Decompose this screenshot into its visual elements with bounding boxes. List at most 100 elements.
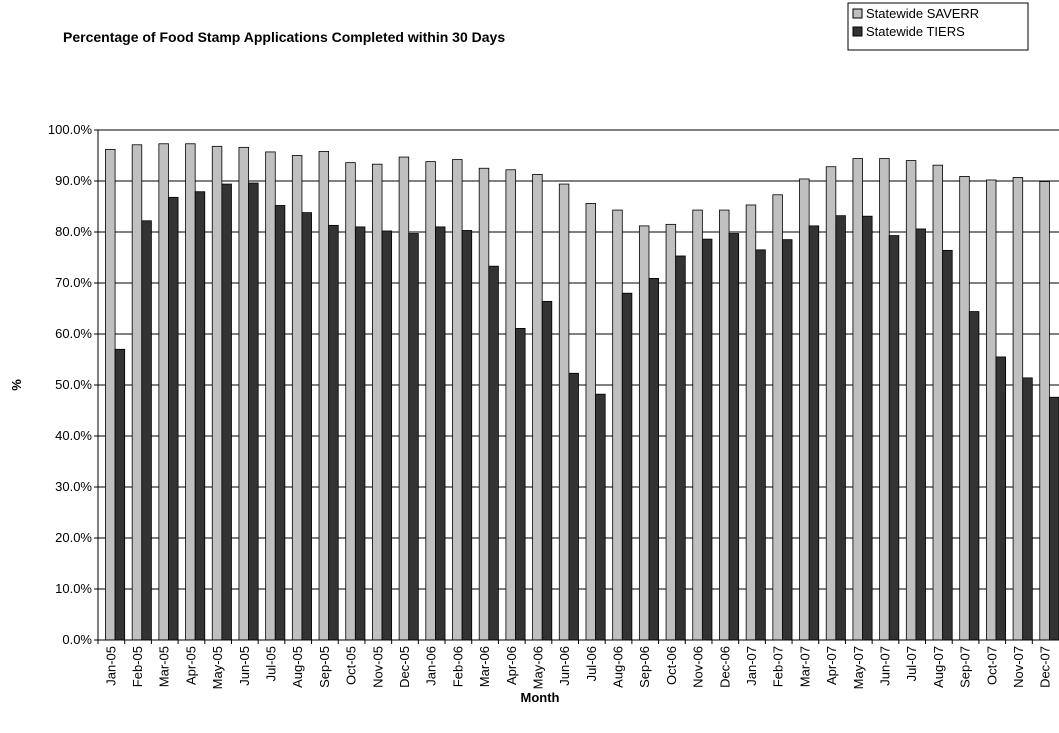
bar [612,209,623,641]
bar [959,176,970,641]
bar [782,239,793,641]
x-tick-label: Jun-07 [877,646,892,686]
legend-swatch [852,8,863,19]
bar [825,166,837,641]
bar [274,205,286,641]
bar [835,215,846,641]
x-tick-label: Mar-06 [477,646,492,687]
bar [185,143,196,641]
bar [675,255,686,641]
bar [888,235,900,641]
y-tick-label: 40.0% [55,428,92,443]
bar [435,226,446,641]
x-tick-label: May-05 [210,646,225,689]
bar [665,223,677,641]
x-tick-label: Dec-05 [397,646,412,688]
bar [221,183,232,641]
bar [995,356,1007,641]
bar [648,278,659,641]
y-tick-label: 90.0% [55,173,92,188]
x-tick-label: Apr-07 [824,646,839,685]
bar [488,265,499,641]
legend-label: Statewide SAVERR [866,6,979,21]
legend-swatch [852,26,863,37]
bar [879,158,890,641]
bar [248,182,259,641]
bar [425,161,436,641]
x-tick-label: Aug-07 [931,646,946,688]
bar [345,162,356,641]
x-tick-label: Jan-07 [744,646,759,686]
bar [381,230,393,641]
x-tick-label: Jul-06 [584,646,599,681]
bar [585,203,596,641]
x-tick-label: Mar-07 [797,646,812,687]
y-tick-label: 50.0% [55,377,92,392]
x-tick-label: Oct-05 [344,646,359,685]
x-tick-label: Jul-05 [264,646,279,681]
bar [745,204,757,641]
bar [862,215,873,641]
x-tick-label: Jan-06 [424,646,439,686]
bar [799,178,810,641]
bar [595,393,606,641]
bar [114,348,126,641]
bar [915,228,926,641]
x-tick-label: Oct-06 [664,646,679,685]
bar [558,183,570,641]
bar [808,225,820,641]
chart-title: Percentage of Food Stamp Applications Co… [63,29,505,45]
y-tick-label: 10.0% [55,581,92,596]
bar [265,151,276,641]
bar [942,249,953,641]
x-tick-label: Nov-05 [370,646,385,688]
x-tick-label: Jan-05 [103,646,118,686]
bar [105,148,116,641]
bar [728,233,740,641]
x-tick-label: Nov-06 [691,646,706,688]
bar [141,220,152,641]
bar [692,209,703,641]
bar [211,145,223,641]
bar [1022,377,1033,641]
x-tick-label: Feb-06 [450,646,465,687]
bar [158,143,169,641]
x-tick-label: Jun-05 [237,646,252,686]
bar [168,196,179,641]
bar [638,225,650,641]
bar [408,233,419,641]
x-tick-label: Sep-06 [637,646,652,688]
bar [505,169,516,641]
bar [131,144,143,641]
bar [354,226,366,641]
y-tick-label: 70.0% [55,275,92,290]
x-tick-label: Nov-07 [1011,646,1026,688]
x-tick-label: Feb-07 [771,646,786,687]
bar [1048,396,1059,641]
bar [568,372,579,641]
bar [291,155,303,641]
y-tick-label: 80.0% [55,224,92,239]
bar [905,160,917,641]
bar [398,156,410,641]
bar [194,191,206,641]
x-tick-label: Sep-07 [958,646,973,688]
x-tick-label: Sep-05 [317,646,332,688]
bar [541,300,553,641]
x-tick-label: Oct-07 [984,646,999,685]
bar [452,159,463,641]
bar [1012,177,1024,641]
x-tick-label: Feb-05 [130,646,145,687]
x-tick-label: Apr-05 [183,646,198,685]
bar [238,146,249,641]
bar [621,292,633,641]
bar [532,173,543,641]
bar [932,164,944,641]
bar [478,167,490,641]
legend-box [847,2,1029,51]
x-axis-label: Month [521,690,560,705]
y-tick-label: 0.0% [62,632,92,647]
x-tick-label: May-06 [530,646,545,689]
x-tick-label: Dec-06 [717,646,732,688]
bar [328,224,339,641]
